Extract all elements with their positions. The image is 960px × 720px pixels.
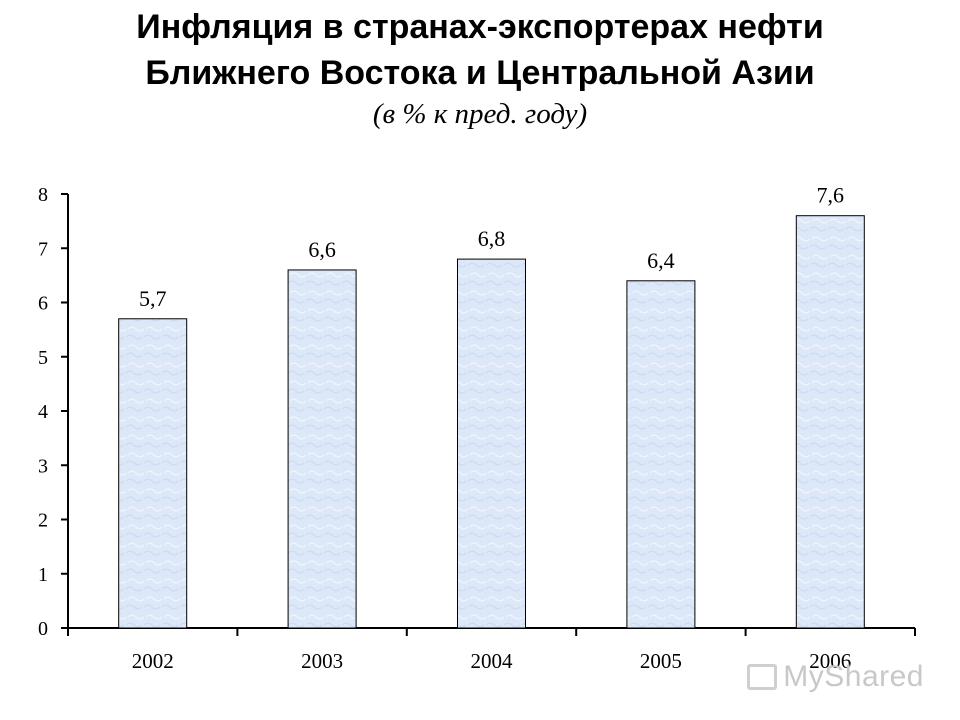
data-label-2003: 6,6 xyxy=(308,237,336,262)
y-tick-label: 5 xyxy=(38,347,48,369)
y-tick-label: 8 xyxy=(38,184,48,206)
chart-title-block: Инфляция в странах-экспортерах нефти Бли… xyxy=(0,4,960,132)
x-tick-label-2002: 2002 xyxy=(132,649,174,673)
chart-subtitle: (в % к пред. году) xyxy=(372,98,588,130)
bar-2004 xyxy=(457,258,526,629)
chart-bars xyxy=(118,215,865,629)
y-tick-label: 0 xyxy=(38,618,48,640)
y-tick-label: 6 xyxy=(38,293,48,315)
y-tick-label: 7 xyxy=(38,238,48,260)
data-label-2004: 6,8 xyxy=(478,226,506,251)
chart-labels: 0 1 2 3 4 5 6 7 8 5,7 2002 6,6 2003 6,8 2004 6,4 2005 7,6… xyxy=(38,183,851,673)
presentation-icon xyxy=(747,664,778,690)
y-tick-label: 2 xyxy=(38,510,48,532)
x-tick-label-2004: 2004 xyxy=(471,649,514,673)
chart-title-line-1: Инфляция в странах-экспортерах нефти xyxy=(136,8,824,46)
data-label-2002: 5,7 xyxy=(139,286,167,311)
chart-title-line-2: Ближнего Востока и Центральной Азии xyxy=(145,54,815,92)
y-tick-label: 1 xyxy=(38,564,48,586)
x-tick-label-2006: 2006 xyxy=(809,649,851,673)
y-tick-label: 3 xyxy=(38,455,48,477)
watermark-text: MyShared xyxy=(783,660,924,693)
bar-2003 xyxy=(287,269,357,629)
data-label-2006: 7,6 xyxy=(817,183,845,208)
bar-2006 xyxy=(795,215,865,629)
x-tick-label-2003: 2003 xyxy=(301,649,343,673)
x-tick-label-2005: 2005 xyxy=(640,649,682,673)
bar-2005 xyxy=(626,280,696,629)
data-label-2005: 6,4 xyxy=(647,248,675,273)
watermark: MyShared xyxy=(747,660,924,694)
bar-2002 xyxy=(118,318,188,629)
y-tick-label: 4 xyxy=(38,401,48,423)
